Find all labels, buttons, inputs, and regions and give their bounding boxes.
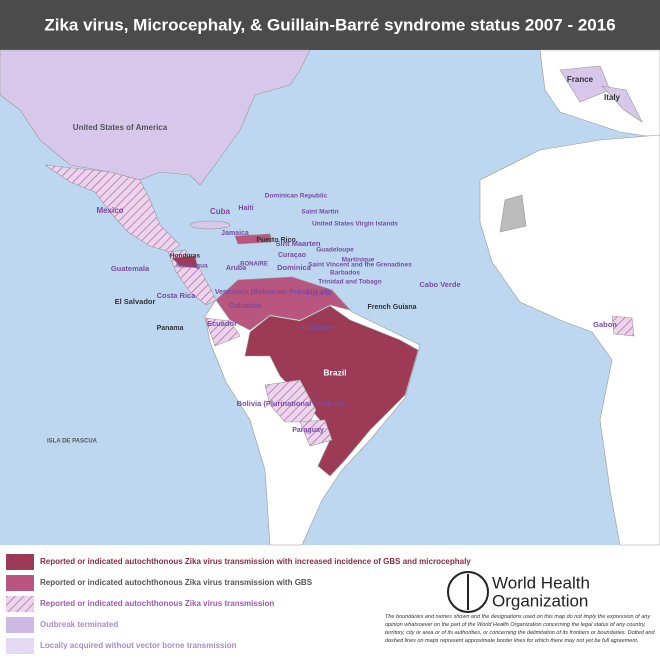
country-label: Paraguay <box>292 427 324 434</box>
italy <box>601 85 643 123</box>
country-label: Jamaica <box>221 230 249 237</box>
legend-swatch <box>6 617 34 633</box>
country-label: United States Virgin Islands <box>312 221 398 228</box>
ecuador <box>204 317 241 347</box>
legend-swatch <box>6 575 34 591</box>
country-label: France <box>567 75 594 84</box>
country-label: Guatemala <box>111 264 150 273</box>
country-label: Curaçao <box>278 252 306 259</box>
country-label: Saint Martin <box>301 209 338 216</box>
land <box>0 49 660 546</box>
logo-line: World Health <box>492 573 590 592</box>
legend: Reported or indicated autochthonous Zika… <box>6 554 471 654</box>
usa <box>0 49 311 186</box>
country-label: Guyana <box>304 288 332 297</box>
logo-line: Organization <box>492 591 588 610</box>
country-label: Gabon <box>593 320 617 329</box>
country-label: Trinidad and Tobago <box>318 279 381 286</box>
country-label: ISLA DE PASCUA <box>47 439 98 445</box>
country-label: Nicaragua <box>176 263 208 270</box>
africa <box>479 134 660 546</box>
legend-swatch <box>6 638 34 654</box>
labels: United States of America France Italy Mexic… <box>47 75 621 444</box>
country-label: Cabo Verde <box>419 280 460 289</box>
country-label: Colombia <box>229 303 261 310</box>
title: Zika virus, Microcephaly, & Guillain-Bar… <box>44 15 615 34</box>
country-label: Aruba <box>226 265 246 272</box>
country-label: Brazil <box>323 367 346 377</box>
country-label: United States of America <box>73 123 168 132</box>
country-label: Sint Maarten <box>275 239 320 248</box>
country-label: Mexico <box>96 206 123 215</box>
country-label: Honduras <box>170 253 201 260</box>
disclaimer: The boundaries and names shown and the d… <box>385 614 655 644</box>
country-label: Saint Vincent and the Grenadines <box>308 262 412 269</box>
country-label: Cuba <box>210 207 231 216</box>
country-label: Bolivia (Plurinational State of) <box>237 399 344 408</box>
who-emblem <box>447 571 489 613</box>
country-label: Puerto Rico <box>256 237 295 244</box>
western-sahara <box>499 194 527 233</box>
country-label: Martinique <box>342 257 375 264</box>
legend-label: Reported or indicated autochthonous Zika… <box>40 578 313 587</box>
country-label: Dominica <box>277 263 312 272</box>
country-label: Venezuela (Bolivarian Republic of) <box>215 289 329 296</box>
cuba <box>189 220 231 230</box>
country-label: Italy <box>604 93 621 102</box>
country-label: Panama <box>157 325 184 332</box>
country-label: French Guiana <box>367 304 416 311</box>
who-logo: World Health Organization <box>447 571 590 613</box>
title-bar <box>0 0 660 50</box>
legend-swatch <box>6 554 34 570</box>
brazil <box>244 305 419 477</box>
country-label: Haiti <box>238 205 253 212</box>
country-label: Barbados <box>330 270 360 277</box>
gabon <box>611 315 635 337</box>
legend-label: Reported or indicated autochthonous Zika… <box>40 557 471 566</box>
hispaniola <box>234 233 273 245</box>
paraguay <box>299 419 333 447</box>
country-label: Ecuador <box>207 319 237 328</box>
country-label: Suriname <box>302 325 334 332</box>
country-label: Dominican Republic <box>265 193 328 200</box>
legend-label: Reported or indicated autochthonous Zika… <box>40 599 274 608</box>
honduras <box>171 255 199 269</box>
country-label: BONAIRE <box>240 262 268 268</box>
legend-label: Outbreak terminated <box>40 620 118 629</box>
legend-swatch <box>6 596 34 612</box>
legend-label: Locally acquired without vector borne tr… <box>40 641 237 650</box>
country-label: Guadeloupe <box>316 247 354 254</box>
country-label: El Salvador <box>115 297 156 306</box>
country-label: Costa Rica <box>157 291 197 300</box>
colombia-venezuela <box>215 276 351 331</box>
